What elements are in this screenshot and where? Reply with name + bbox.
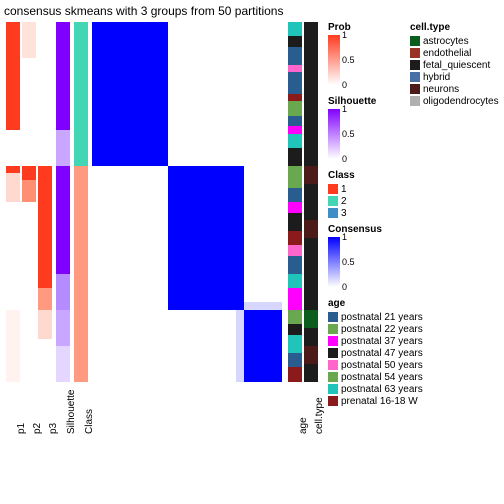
- p2-column: [22, 22, 36, 382]
- age-label: age: [298, 417, 309, 434]
- p1-label: p1: [16, 423, 27, 434]
- legend-age: agepostnatal 21 yearspostnatal 22 yearsp…: [328, 298, 423, 407]
- age-column: [288, 22, 302, 382]
- legend-class: Class123: [328, 170, 355, 219]
- celltype-column: [304, 22, 318, 382]
- legend-celltype: cell.typeastrocytesendothelialfetal_quie…: [410, 22, 499, 107]
- legend-prob: Prob10.50: [328, 22, 351, 85]
- p3-column: [38, 22, 52, 382]
- class-column: [74, 22, 88, 382]
- Silhouette-label: Silhouette: [66, 390, 77, 434]
- consensus-heatmap: [92, 22, 282, 382]
- legend-silhouette: Silhouette10.50: [328, 96, 376, 159]
- plot-title: consensus skmeans with 3 groups from 50 …: [4, 4, 283, 18]
- cell.type-label: cell.type: [314, 397, 325, 434]
- legend-consensus: Consensus10.50: [328, 224, 382, 287]
- p2-label: p2: [32, 423, 43, 434]
- p1-column: [6, 22, 20, 382]
- silhouette-column: [56, 22, 70, 382]
- p3-label: p3: [48, 423, 59, 434]
- Class-label: Class: [84, 409, 95, 434]
